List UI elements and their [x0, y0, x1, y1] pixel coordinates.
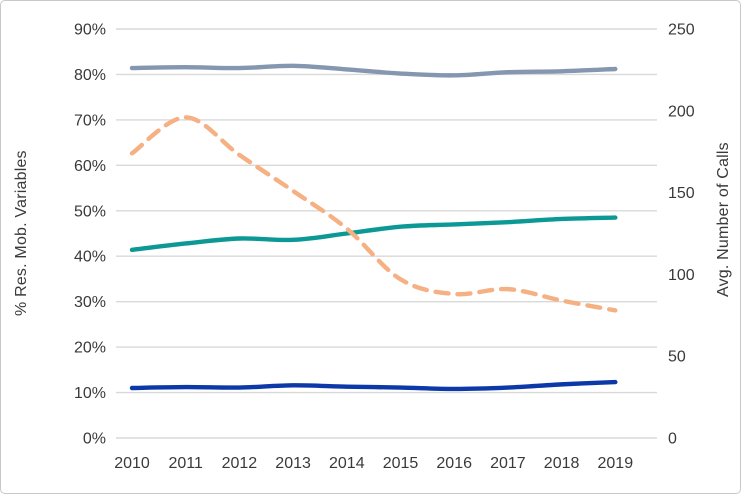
y-axis-tick-label-right: 150	[668, 185, 695, 202]
y-axis-tick-label-left: 90%	[74, 22, 106, 39]
y-axis-tick-label-left: 80%	[74, 67, 106, 84]
orange-dashed-line-path	[129, 115, 618, 313]
y-axis-tick-label-left: 30%	[74, 294, 106, 311]
y-axis-tick-label-right: 250	[668, 22, 695, 39]
x-axis-tick-label: 2013	[275, 455, 311, 472]
x-axis-tick-label: 2018	[544, 455, 580, 472]
dark-blue-line-path	[129, 379, 618, 392]
y-axis-tick-label-left: 20%	[74, 340, 106, 357]
x-axis-tick-label: 2017	[490, 455, 526, 472]
x-axis-tick-label: 2016	[436, 455, 472, 472]
y-axis-tick-label-right: 200	[668, 103, 695, 120]
y-axis-tick-label-right: 50	[668, 349, 686, 366]
y-axis-tick-label-left: 0%	[83, 431, 106, 448]
x-axis-tick-label: 2019	[598, 455, 634, 472]
right-axis-title: Avg. Number of Calls	[715, 142, 732, 297]
y-axis-tick-label-left: 70%	[74, 112, 106, 129]
y-axis-tick-label-right: 100	[668, 267, 695, 284]
gray-blue-line-path	[129, 63, 618, 78]
left-axis-title: % Res. Mob. Variables	[13, 150, 30, 317]
y-axis-tick-label-left: 10%	[74, 385, 106, 402]
x-axis-tick-label: 2012	[222, 455, 258, 472]
x-axis-tick-label: 2014	[329, 455, 365, 472]
y-axis-tick-label-left: 60%	[74, 158, 106, 175]
y-axis-tick-label-left: 50%	[74, 203, 106, 220]
y-axis-tick-label-left: 40%	[74, 249, 106, 266]
teal-line-path	[129, 215, 618, 253]
x-axis-tick-label: 2010	[114, 455, 150, 472]
y-axis-tick-label-right: 0	[668, 431, 677, 448]
x-axis-tick-label: 2011	[168, 455, 203, 472]
x-axis-tick-label: 2015	[383, 455, 419, 472]
